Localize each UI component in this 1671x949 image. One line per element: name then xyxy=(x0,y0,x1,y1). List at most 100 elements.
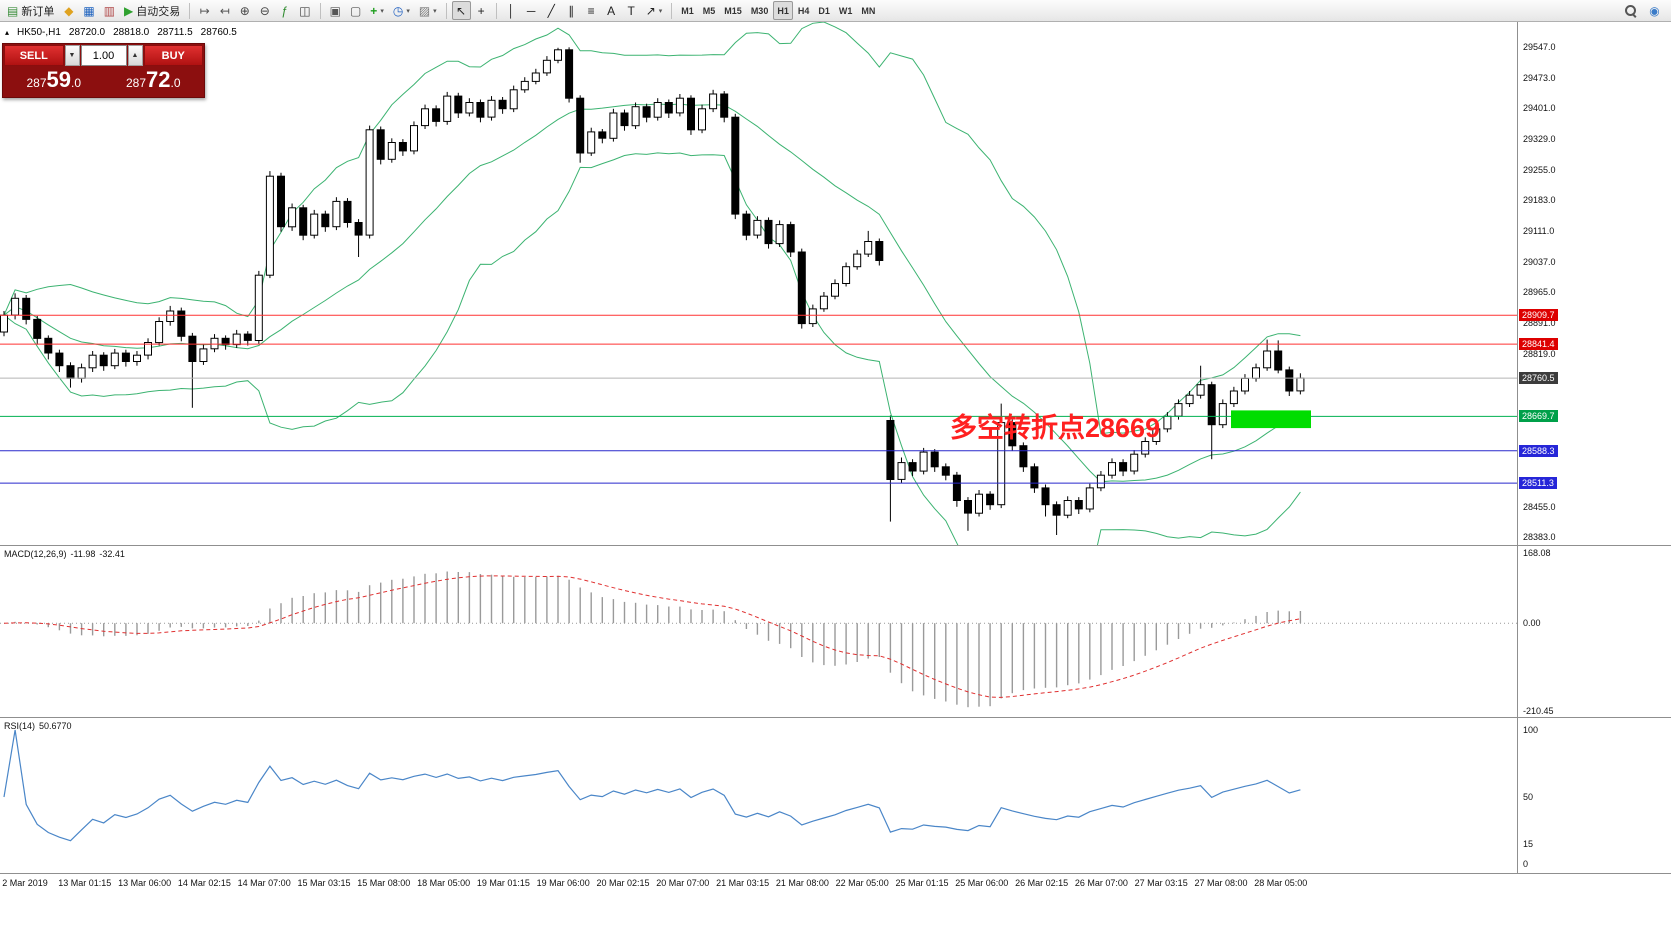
timeframe-h1-button[interactable]: H1 xyxy=(773,1,793,20)
add-indicator-button[interactable]: + ▾ xyxy=(366,1,388,20)
vertical-line-button[interactable]: │ xyxy=(502,1,521,20)
macd-histogram xyxy=(14,571,1302,708)
caret-down-icon: ▾ xyxy=(433,7,437,15)
text-icon: A xyxy=(607,3,616,18)
time-label: 14 Mar 02:15 xyxy=(177,878,231,888)
arrows-button[interactable]: ↗ ▾ xyxy=(642,1,667,20)
zoom-out-button[interactable]: ⊖ xyxy=(255,1,274,20)
market-watch-button[interactable]: ▦ xyxy=(79,1,98,20)
tile-windows-button[interactable]: ▣ xyxy=(326,1,345,20)
navigator-button[interactable]: ▥ xyxy=(100,1,119,20)
zoom-in-button[interactable]: ⊕ xyxy=(235,1,254,20)
horizontal-line-button[interactable]: ─ xyxy=(522,1,541,20)
zoom-out-icon: ⊖ xyxy=(259,3,270,18)
caret-down-icon: ▾ xyxy=(658,7,663,15)
history-center-button[interactable]: ◆ xyxy=(59,1,78,20)
highlight-rectangle[interactable] xyxy=(1231,410,1311,429)
templates-button[interactable]: ▨ ▾ xyxy=(415,1,441,20)
timeframe-m5-button[interactable]: M5 xyxy=(699,1,720,20)
search-icon xyxy=(1624,4,1637,17)
trendline-icon: ╱ xyxy=(547,3,555,18)
time-label: 22 Mar 05:00 xyxy=(835,878,889,888)
price-axis-label: 29329.0 xyxy=(1523,133,1556,144)
price-axis-label: 29111.0 xyxy=(1523,225,1555,236)
toolbar-separator xyxy=(495,2,497,19)
timeframe-h1-button-label: H1 xyxy=(777,5,789,16)
rsi-value: 50.6770 xyxy=(39,721,72,731)
fibonacci-button[interactable]: ≡ xyxy=(582,1,601,20)
buy-price[interactable]: 287 72.0 xyxy=(125,67,181,92)
trendline-button[interactable]: ╱ xyxy=(542,1,561,20)
rsi-splitter[interactable] xyxy=(0,717,1671,718)
buy-button[interactable]: BUY xyxy=(143,45,203,66)
price-axis-label: 29037.0 xyxy=(1523,256,1556,267)
cursor-icon: ↖ xyxy=(456,3,467,18)
indicators-button[interactable]: ƒ xyxy=(275,1,294,20)
search-button[interactable] xyxy=(1620,1,1641,20)
price-axis-label: 28383.0 xyxy=(1523,532,1556,543)
ohlc-close: 28760.5 xyxy=(200,27,237,38)
volume-input[interactable] xyxy=(80,45,127,66)
timeframe-mn-button-label: MN xyxy=(861,5,876,16)
new-chart-button[interactable]: ◫ xyxy=(295,1,314,20)
chart-shift-button[interactable]: ↤ xyxy=(215,1,234,20)
channel-button[interactable]: ∥ xyxy=(562,1,581,20)
time-label: 26 Mar 07:00 xyxy=(1074,878,1128,888)
new-order-button[interactable]: ▤ 新订单 xyxy=(3,1,58,20)
volume-down-button[interactable]: ▼ xyxy=(64,45,80,66)
timeframe-h4-button[interactable]: H4 xyxy=(794,1,814,20)
time-label: 13 Mar 01:15 xyxy=(58,878,112,888)
price-axis-label: 29473.0 xyxy=(1523,73,1556,84)
text-button[interactable]: A xyxy=(602,1,621,20)
periods-button[interactable]: ◷ ▾ xyxy=(389,1,414,20)
annotation-text[interactable]: 多空转折点28669 xyxy=(950,412,1160,443)
macd-panel[interactable] xyxy=(0,546,1671,718)
price-tag: 28511.3 xyxy=(1519,477,1557,490)
rsi-scale-label: 15 xyxy=(1523,838,1534,849)
price-chart[interactable]: 多空转折点28669 xyxy=(0,22,1671,546)
volume-up-button[interactable]: ▲ xyxy=(127,45,143,66)
community-button[interactable]: ◉ xyxy=(1645,1,1664,20)
price-axis-label: 29183.0 xyxy=(1523,195,1556,206)
timeframe-w1-button[interactable]: W1 xyxy=(835,1,857,20)
time-axis[interactable]: 2 Mar 2019 13 Mar 01:15 13 Mar 06:00 14 Mar… xyxy=(0,874,1517,894)
symbol-info: ▴ HK50-,H1 28720.0 28818.0 28711.5 28760… xyxy=(5,27,237,38)
macd-splitter[interactable] xyxy=(0,545,1671,546)
toolbar-separator xyxy=(319,2,321,19)
autoscroll-button[interactable]: ↦ xyxy=(195,1,214,20)
timeframe-d1-button-label: D1 xyxy=(818,5,830,16)
macd-scale-label: 168.08 xyxy=(1523,548,1551,558)
chart-marker-icon: ▴ xyxy=(5,28,10,37)
price-axis[interactable]: 29547.0 29473.0 29401.0 29329.0 29255.0 29183… xyxy=(1517,22,1671,874)
price-tag: 28669.7 xyxy=(1519,410,1558,423)
time-label: 20 Mar 02:15 xyxy=(596,878,650,888)
timeframe-m1-button[interactable]: M1 xyxy=(677,1,698,20)
crosshair-icon: + xyxy=(477,3,485,18)
autotrading-button[interactable]: ▶ 自动交易 xyxy=(120,1,184,20)
rsi-scale-label: 0 xyxy=(1523,859,1529,869)
ohlc-open: 28720.0 xyxy=(68,27,106,38)
navigator-icon: ▥ xyxy=(103,3,116,18)
cursor-button[interactable]: ↖ xyxy=(451,1,471,20)
sell-price[interactable]: 287 59.0 xyxy=(26,67,82,92)
cascade-windows-button[interactable]: ▢ xyxy=(346,1,365,20)
rsi-panel[interactable] xyxy=(0,718,1671,874)
crosshair-button[interactable]: + xyxy=(472,1,491,20)
label-icon: T xyxy=(627,3,635,18)
timeframe-d1-button[interactable]: D1 xyxy=(814,1,834,20)
timeframe-m1-button-label: M1 xyxy=(681,5,694,16)
tile-windows-icon: ▣ xyxy=(329,3,341,18)
timeframe-mn-button[interactable]: MN xyxy=(857,1,879,20)
macd-signal-value: -32.41 xyxy=(99,549,125,559)
timeframe-m30-button[interactable]: M30 xyxy=(747,1,773,20)
time-label: 15 Mar 08:00 xyxy=(357,878,411,888)
cascade-windows-icon: ▢ xyxy=(349,3,362,18)
label-button[interactable]: T xyxy=(622,1,641,20)
price-axis-label: 28891.0 xyxy=(1523,318,1556,329)
price-axis-label: 29255.0 xyxy=(1523,164,1556,175)
time-label: 2 Mar 2019 xyxy=(2,878,48,888)
sell-button[interactable]: SELL xyxy=(4,45,64,66)
chart-workspace[interactable]: 多空转折点28669 29547.0 29473.0 29401.0 29329.0 2… xyxy=(0,22,1671,949)
timeframe-m15-button[interactable]: M15 xyxy=(720,1,746,20)
timeframe-m30-button-label: M30 xyxy=(750,5,769,16)
